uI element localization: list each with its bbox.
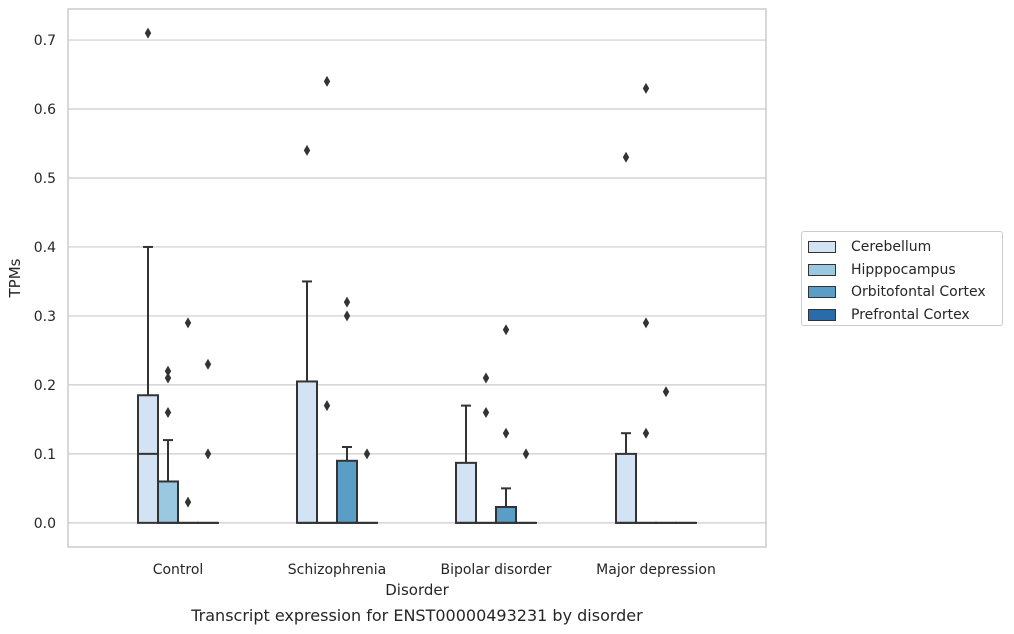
legend-swatch [808,241,836,254]
legend-label: Cerebellum [851,239,932,256]
legend-item: Hipppocampus [808,259,1002,282]
figure-caption: Transcript expression for ENST0000049323… [191,606,643,625]
legend-item: Cerebellum [808,236,1002,259]
outlier-point [184,317,192,329]
outlier-point [482,407,490,418]
legend-swatch [808,308,836,321]
outlier-point [144,27,152,39]
outlier-point [164,365,172,377]
x-tick-labels: Control Schizophrenia Bipolar disorder Majo… [153,562,716,578]
box-body [495,505,517,524]
legend-swatch [808,286,836,299]
box-body [615,452,637,524]
box-cerebellum-2 [455,404,477,524]
x-tick-label: Schizophrenia [288,562,386,578]
y-tick-labels: 0.0 0.1 0.2 0.3 0.4 0.5 0.6 0.7 [34,33,56,532]
outlier-point [184,496,192,508]
box-body [137,394,159,524]
outlier-point [323,75,331,87]
y-tick-label: 0.0 [34,516,56,532]
x-tick-label: Control [153,562,204,578]
outlier-point [622,151,630,163]
y-axis-label: TPMs [6,258,24,298]
plot-frame [67,8,767,548]
legend-item: Prefrontal Cortex [808,304,1002,327]
legend-label: Prefrontal Cortex [851,306,970,323]
outlier-point [662,386,670,398]
legend-label: Orbitofontal Cortex [851,284,986,301]
legend-swatch [808,263,836,276]
x-axis-label: Disorder [385,581,449,599]
box-cerebellum-0 [137,245,159,524]
legend-label: Hipppocampus [851,261,956,278]
outlier-point [502,324,510,336]
outlier-point [204,448,212,460]
outlier-point [482,372,490,384]
y-tick-label: 0.2 [34,378,56,394]
box-orbitofontal-cortex-1 [336,445,358,524]
box-body [455,461,477,524]
outlier-layer [144,27,670,508]
outlier-point [343,310,351,322]
outlier-point [642,317,650,329]
gridlines [68,39,766,524]
y-tick-label: 0.3 [34,309,56,325]
y-tick-label: 0.6 [34,102,56,118]
y-tick-label: 0.7 [34,33,56,49]
outlier-point [363,448,371,460]
legend: Cerebellum Hipppocampus Orbitofontal Corte… [801,231,1003,326]
box-cerebellum-1 [296,280,318,524]
box-layer [137,245,697,524]
outlier-point [204,358,212,370]
box-cerebellum-3 [615,432,637,524]
outlier-point [642,82,650,94]
outlier-point [323,400,331,412]
box-body [336,459,358,524]
outlier-point [303,144,311,156]
y-tick-label: 0.4 [34,240,56,256]
x-tick-label: Bipolar disorder [440,562,551,578]
y-tick-label: 0.5 [34,171,56,187]
x-tick-label: Major depression [596,562,716,578]
box-body [296,380,318,524]
outlier-point [642,427,650,439]
box-hipppocampus-0 [157,439,179,524]
y-tick-label: 0.1 [34,447,56,463]
outlier-point [343,296,351,308]
box-body [157,480,179,524]
outlier-point [164,407,172,418]
box-orbitofontal-cortex-2 [495,487,517,524]
outlier-point [502,427,510,439]
outlier-point [522,448,530,460]
legend-item: Orbitofontal Cortex [808,281,1002,304]
outlier-point [164,372,172,384]
